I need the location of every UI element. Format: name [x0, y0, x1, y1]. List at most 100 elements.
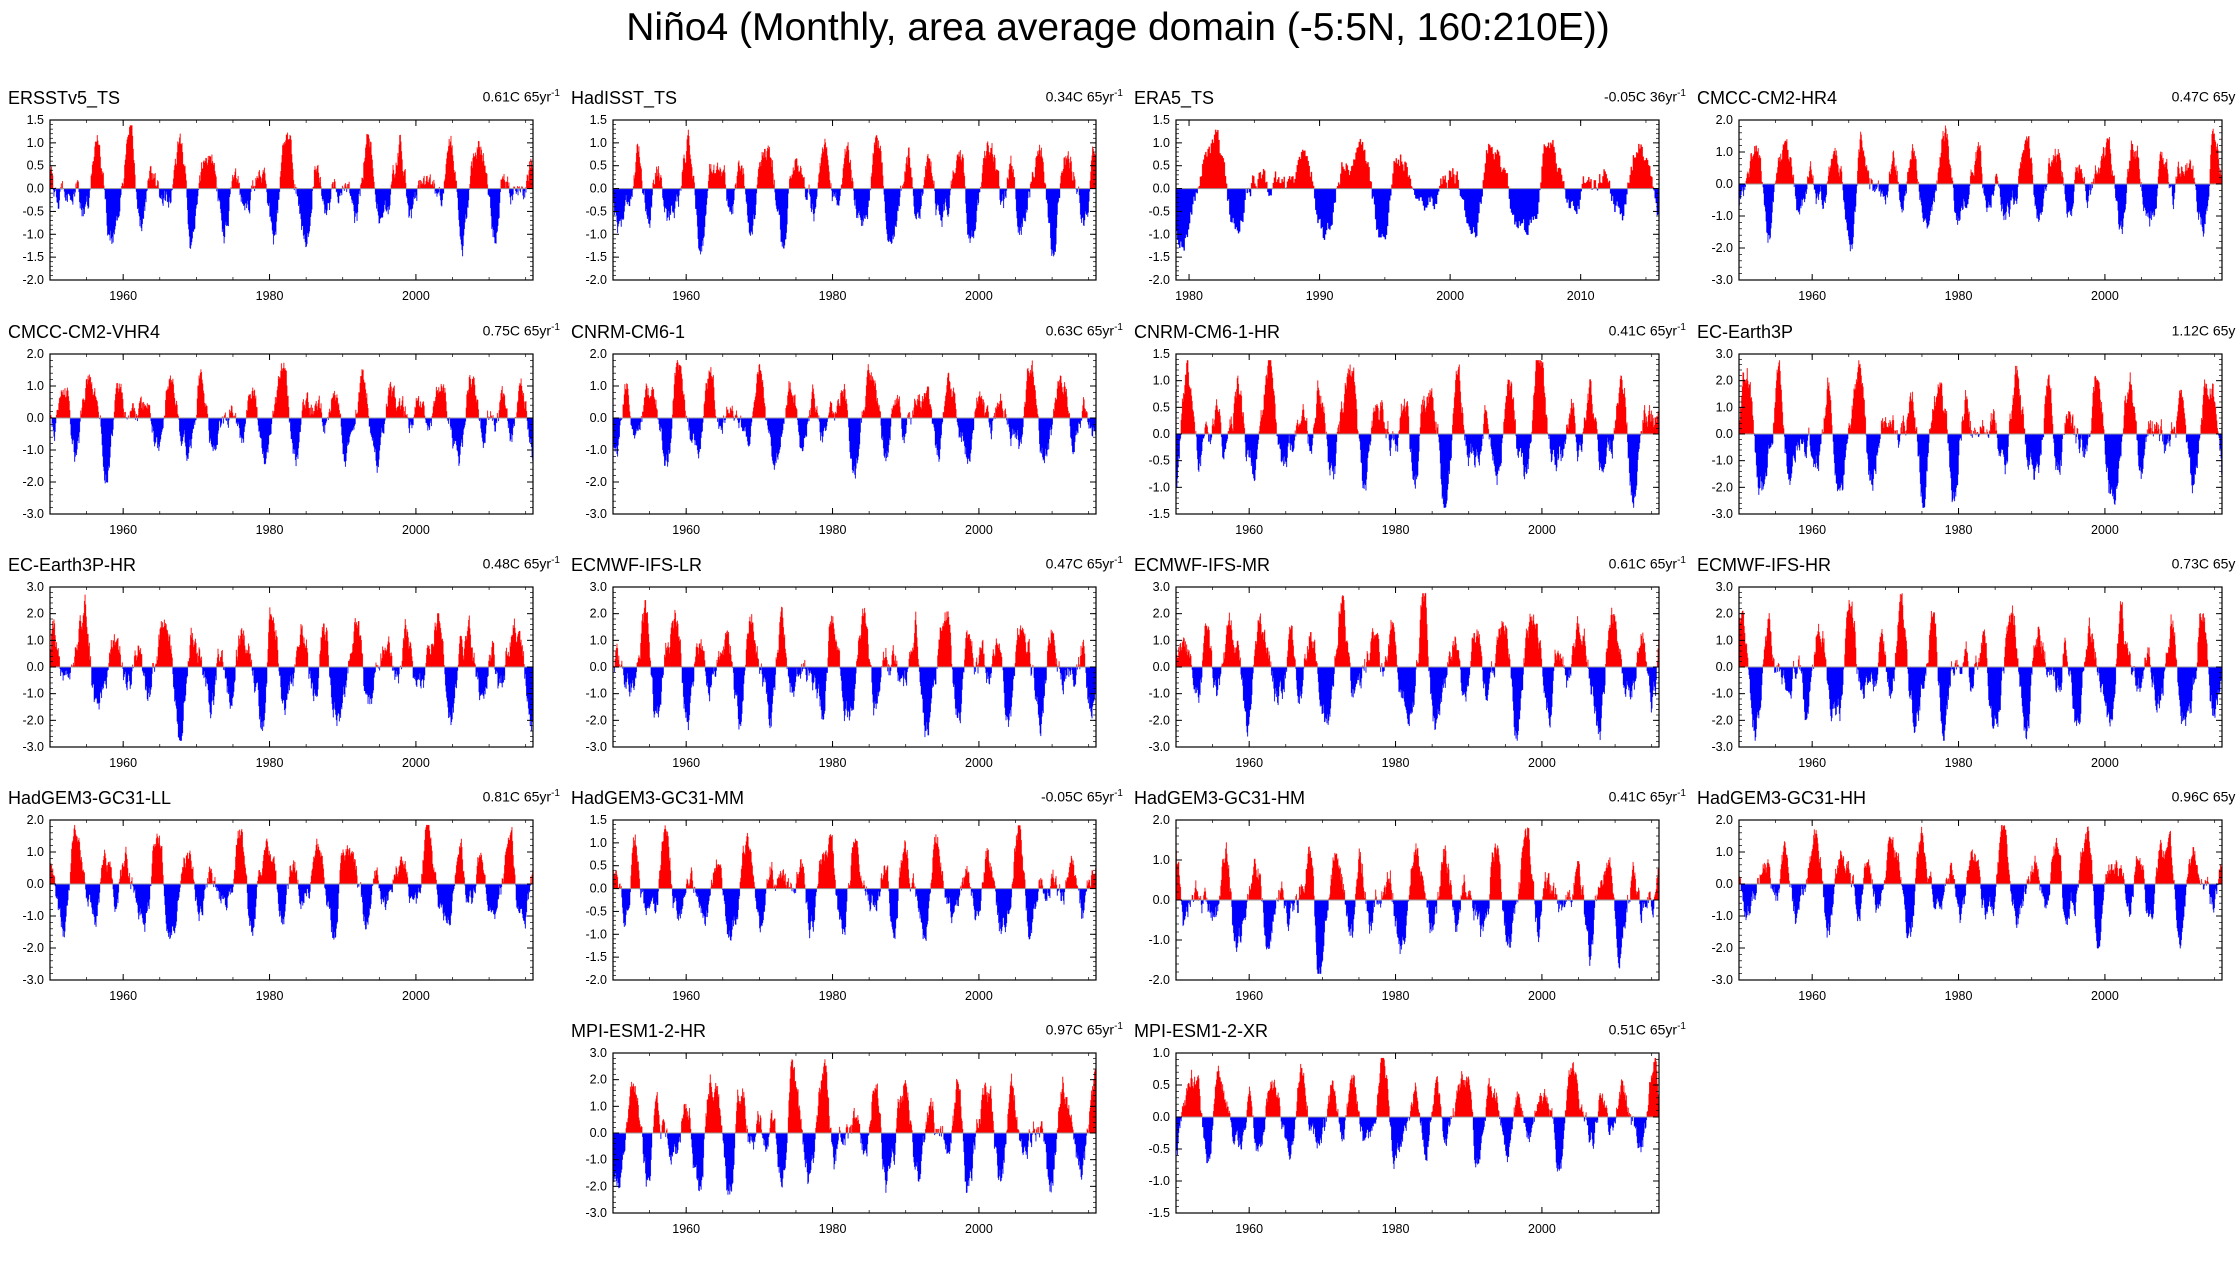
- y-tick-label: 3.0: [27, 580, 44, 594]
- y-tick-label: -2.0: [1711, 241, 1733, 255]
- y-tick-label: 1.0: [1716, 633, 1733, 647]
- y-tick-label: 2.0: [590, 1073, 607, 1087]
- y-tick-label: 2.0: [27, 347, 44, 361]
- negative-anomaly-area: [1191, 666, 1657, 741]
- negative-anomaly-area: [617, 888, 1087, 941]
- panel-title: CNRM-CM6-1-HR: [1134, 322, 1280, 342]
- y-tick-label: -0.5: [585, 204, 607, 218]
- x-tick-label: 1980: [819, 289, 847, 303]
- negative-anomaly-area: [52, 188, 527, 257]
- panel-trend-label: 0.75C 65yr-1: [483, 322, 560, 339]
- trend-unit: -1: [551, 555, 560, 566]
- panel-title: EC-Earth3P-HR: [8, 555, 137, 575]
- chart-svg: 1.0 0.5 0.0 -0.5 -1.0 -1.5 1960 1980 2000: [1148, 1046, 1660, 1236]
- y-tick-label: 1.0: [1716, 845, 1733, 859]
- negative-anomaly-area: [1175, 188, 1660, 251]
- y-tick-label: 0.0: [27, 182, 44, 196]
- y-tick-label: 2.0: [27, 607, 44, 621]
- chart-panel-ec-earth3p: EC-Earth3P 1.12C 65yr-1 3.0 2.0 1.0 0.0 -1.0 -2…: [1689, 322, 2236, 537]
- trend-unit: -1: [1114, 1021, 1123, 1032]
- y-tick-label: 1.0: [1153, 633, 1170, 647]
- y-tick-label: 0.0: [1716, 177, 1733, 191]
- x-tick-label: 1980: [1382, 523, 1410, 537]
- y-tick-label: -3.0: [1711, 973, 1733, 987]
- y-tick-label: 0.5: [590, 159, 607, 173]
- chart-svg: 3.0 2.0 1.0 0.0 -1.0 -2.0 -3.0 1960 1980 2000: [585, 580, 1097, 770]
- y-tick-label: 2.0: [590, 347, 607, 361]
- x-tick-label: 1960: [672, 289, 700, 303]
- y-tick-label: 2.0: [1716, 813, 1733, 827]
- panel-title: CMCC-CM2-VHR4: [8, 322, 160, 342]
- x-tick-label: 1960: [1798, 989, 1826, 1003]
- y-tick-label: -1.0: [1148, 1174, 1170, 1188]
- x-tick-label: 1960: [109, 756, 137, 770]
- positive-anomaly-area: [1181, 1057, 1660, 1118]
- y-tick-label: 1.0: [27, 379, 44, 393]
- x-tick-label: 1980: [1945, 523, 1973, 537]
- trend-unit: -1: [1677, 1021, 1686, 1032]
- x-tick-label: 1960: [1798, 756, 1826, 770]
- x-tick-label: 2000: [965, 289, 993, 303]
- x-tick-label: 2000: [402, 989, 430, 1003]
- y-tick-label: 1.5: [27, 113, 44, 127]
- y-tick-label: 3.0: [1153, 580, 1170, 594]
- y-tick-label: -0.5: [1148, 204, 1170, 218]
- negative-anomaly-area: [1175, 433, 1643, 508]
- x-tick-label: 2000: [1528, 989, 1556, 1003]
- panel-trend-label: 0.81C 65yr-1: [483, 788, 560, 805]
- chart-panel-hadgem3-gc31-mm: HadGEM3-GC31-MM -0.05C 65yr-1 1.5 1.0 0.5 0.0…: [563, 788, 1123, 1003]
- y-tick-label: -3.0: [585, 507, 607, 521]
- y-tick-label: 0.5: [590, 859, 607, 873]
- panel-title: MPI-ESM1-2-HR: [571, 1021, 707, 1041]
- y-tick-label: 1.0: [1716, 145, 1733, 159]
- negative-anomaly-area: [1754, 433, 2223, 508]
- panel-title: CMCC-CM2-HR4: [1697, 88, 1837, 108]
- y-tick-label: 1.0: [1716, 400, 1733, 414]
- chart-svg: 1.5 1.0 0.5 0.0 -0.5 -1.0 -1.5 -2.0 1960 1980 2000: [22, 113, 534, 303]
- chart-svg: 1.5 1.0 0.5 0.0 -0.5 -1.0 -1.5 -2.0 1960 1980 2000: [585, 813, 1097, 1003]
- positive-anomaly-area: [49, 125, 534, 189]
- trend-unit: -1: [1114, 555, 1123, 566]
- chart-panel-mpi-esm1-2-hr: MPI-ESM1-2-HR 0.97C 65yr-1 3.0 2.0 1.0 0.0 -1.…: [563, 1021, 1123, 1236]
- y-tick-label: -1.0: [1711, 909, 1733, 923]
- x-tick-label: 1960: [109, 523, 137, 537]
- trend-unit: -1: [1114, 322, 1123, 333]
- x-tick-label: 1980: [1175, 289, 1203, 303]
- x-tick-label: 2000: [1528, 523, 1556, 537]
- panel-trend-label: 0.41C 65yr-1: [1609, 788, 1686, 805]
- x-tick-label: 2000: [965, 523, 993, 537]
- y-tick-label: 2.0: [590, 607, 607, 621]
- positive-anomaly-area: [1175, 827, 1660, 901]
- x-tick-label: 1980: [1382, 989, 1410, 1003]
- trend-value: 0.51C 65yr: [1608, 1021, 1678, 1038]
- x-tick-label: 1960: [672, 523, 700, 537]
- negative-anomaly-area: [1748, 666, 2223, 741]
- panel-trend-label: 0.47C 65yr-1: [2172, 88, 2236, 105]
- y-tick-label: -3.0: [585, 740, 607, 754]
- y-tick-label: -2.0: [585, 713, 607, 727]
- trend-value: 0.75C 65yr: [482, 322, 552, 339]
- chart-svg: 1.5 1.0 0.5 0.0 -0.5 -1.0 -1.5 -2.0 1980 1990 2000…: [1148, 113, 1660, 303]
- y-tick-label: 0.0: [590, 882, 607, 896]
- y-tick-label: -1.0: [1711, 209, 1733, 223]
- panel-trend-label: 0.34C 65yr-1: [1046, 88, 1123, 105]
- negative-anomaly-area: [612, 1132, 1087, 1195]
- x-tick-label: 2000: [2091, 756, 2119, 770]
- panel-trend-label: 0.61C 65yr-1: [483, 88, 560, 105]
- x-tick-label: 2010: [1567, 289, 1595, 303]
- panel-trend-label: -0.05C 65yr-1: [1041, 788, 1123, 805]
- y-tick-label: -0.5: [585, 904, 607, 918]
- y-tick-label: 1.5: [1153, 347, 1170, 361]
- trend-value: 0.47C 65yr: [2171, 88, 2236, 105]
- plot-frame: [612, 119, 1097, 281]
- y-tick-label: 1.0: [1153, 1046, 1170, 1060]
- chart-panel-ecmwf-ifs-hr: ECMWF-IFS-HR 0.73C 65yr-1 3.0 2.0 1.0 0.0 -1.0…: [1689, 555, 2236, 770]
- x-tick-label: 1980: [1382, 1222, 1410, 1236]
- x-tick-label: 2000: [965, 756, 993, 770]
- positive-anomaly-area: [49, 824, 534, 885]
- y-tick-label: 0.0: [1153, 427, 1170, 441]
- x-tick-label: 1960: [1235, 523, 1263, 537]
- positive-anomaly-area: [49, 362, 528, 419]
- chart-panel-era5-ts: ERA5_TS -0.05C 36yr-1 1.5 1.0 0.5 0.0 -0.5 -1.0…: [1126, 88, 1686, 303]
- y-tick-label: 3.0: [590, 1046, 607, 1060]
